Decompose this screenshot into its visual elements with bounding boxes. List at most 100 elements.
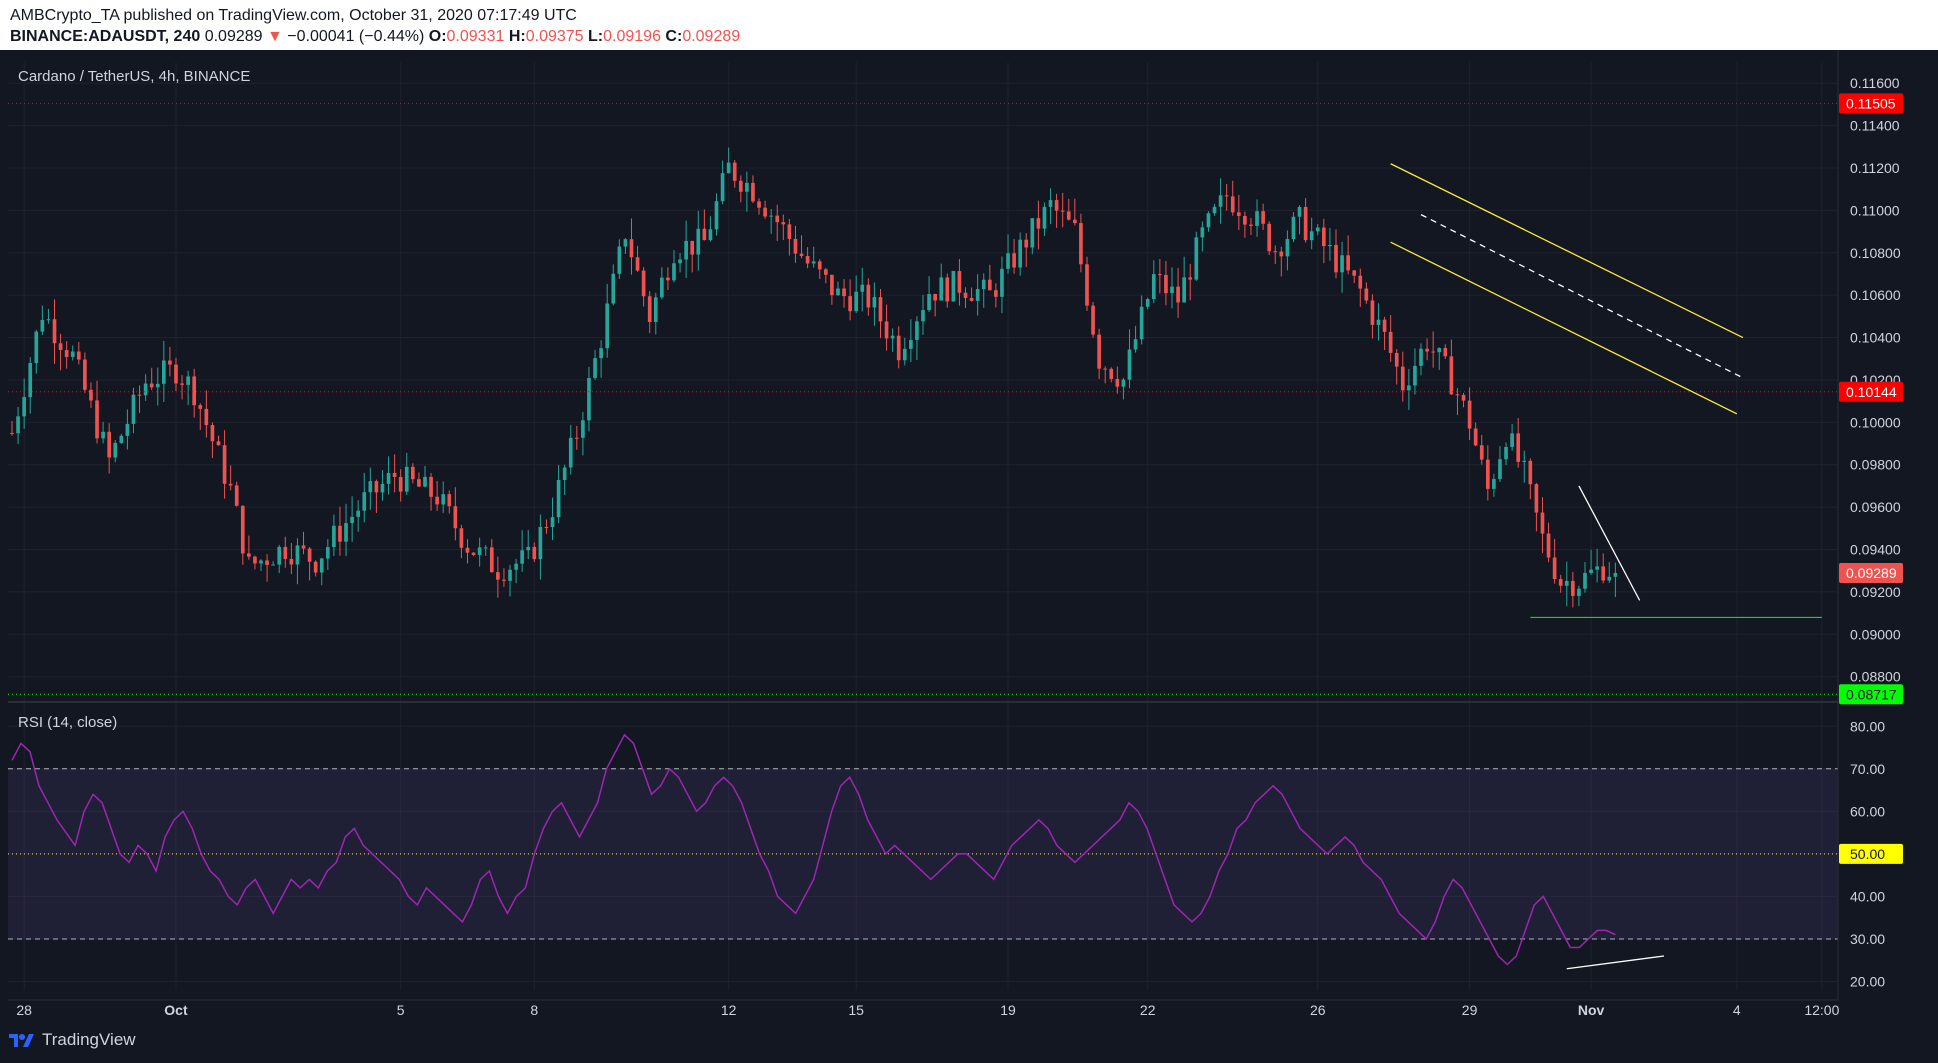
time-tick-label: 12 <box>721 1002 737 1018</box>
open-value: 0.09331 <box>446 28 505 45</box>
rsi-line <box>11 733 1616 966</box>
candle-body <box>253 556 257 564</box>
candle-body <box>1564 580 1569 586</box>
candle-body <box>836 288 840 296</box>
candle-body <box>277 546 282 565</box>
candle-body <box>125 423 130 436</box>
last-price: 0.09289 <box>204 28 263 45</box>
candle-body <box>283 546 288 559</box>
candle-body <box>1437 348 1442 353</box>
price-label-box <box>1839 93 1903 114</box>
candle-body <box>690 240 695 255</box>
candle-body <box>107 431 112 458</box>
candle-body <box>1449 356 1454 395</box>
candle-body <box>435 496 439 505</box>
chart-canvas[interactable]: 0.11600 0.11400 0.11200 0.11000 0.10800 0.106… <box>0 0 1938 1024</box>
candle-body <box>745 182 749 192</box>
candle-body <box>1419 348 1423 366</box>
candle-body <box>1024 239 1029 248</box>
candle-body <box>817 261 822 270</box>
candle-body <box>811 261 816 264</box>
candle-body <box>392 472 397 477</box>
candle-body <box>1291 216 1296 240</box>
time-tick-label: Nov <box>1578 1002 1605 1018</box>
rsi-tick-label: 80.00 <box>1850 718 1885 734</box>
candle-body <box>933 293 937 301</box>
candle-body <box>568 437 573 468</box>
candle-body <box>447 494 452 507</box>
candle-body <box>113 442 118 458</box>
candle-body <box>1188 277 1193 280</box>
candle-body <box>1498 459 1502 479</box>
candle-body <box>362 492 367 511</box>
candle-body <box>878 297 883 322</box>
candle-body <box>58 343 63 351</box>
candle-body <box>1060 210 1065 212</box>
candle-body <box>635 257 640 271</box>
tradingview-logo[interactable]: TradingView <box>8 1030 136 1050</box>
candle-body <box>1394 352 1399 367</box>
candle-body <box>599 348 603 359</box>
candle-body <box>1236 212 1241 216</box>
candle-body <box>1012 253 1016 268</box>
candle-body <box>1425 348 1429 352</box>
candle-body <box>1079 223 1083 265</box>
candle-body <box>574 437 579 439</box>
candle-body <box>1115 378 1120 387</box>
candle-body <box>119 435 124 443</box>
candle-body <box>781 222 786 225</box>
high-label: H: <box>508 28 526 45</box>
candle-body <box>1151 274 1156 300</box>
candle-body <box>174 364 178 384</box>
candle-body <box>1224 195 1229 197</box>
candle-body <box>1455 394 1460 396</box>
candle-body <box>1595 566 1599 570</box>
candle-body <box>404 466 409 492</box>
candle-body <box>921 310 925 322</box>
candle-body <box>593 358 597 379</box>
candle-body <box>896 335 901 361</box>
candle-body <box>1443 348 1448 357</box>
price-label-box <box>1839 563 1903 584</box>
candle-body <box>307 548 312 562</box>
candle-body <box>1358 275 1363 289</box>
candle-body <box>192 376 197 406</box>
price-label-text: 0.09289 <box>1846 565 1897 581</box>
candle-body <box>1322 227 1326 247</box>
axes-layer: 0.11600 0.11400 0.11200 0.11000 0.10800 0.106… <box>8 50 1938 1024</box>
candle-body <box>1528 460 1533 485</box>
candle-body <box>981 279 986 290</box>
price-label-box <box>1839 684 1903 705</box>
trend-line <box>1578 485 1641 601</box>
trend-line <box>1390 241 1738 415</box>
candle-body <box>969 297 974 301</box>
tradingview-logo-icon <box>9 1034 34 1047</box>
candle-body <box>46 319 51 321</box>
down-arrow-icon: ▼ <box>267 28 283 45</box>
candle-body <box>757 201 761 208</box>
candle-body <box>1461 394 1466 401</box>
rsi-tick-label: 20.00 <box>1850 973 1885 989</box>
candle-body <box>1571 580 1575 596</box>
candle-body <box>544 526 549 528</box>
candle-body <box>793 238 798 254</box>
candle-body <box>1158 274 1162 276</box>
candle-body <box>240 505 245 554</box>
candle-body <box>1109 368 1114 379</box>
candle-body <box>1303 206 1308 241</box>
candle-body <box>10 432 14 434</box>
candle-body <box>1589 569 1593 573</box>
candle-body <box>1285 239 1290 257</box>
candle-body <box>951 271 956 302</box>
price-tick-label: 0.09800 <box>1850 457 1901 473</box>
candle-body <box>289 558 294 565</box>
candle-body <box>1121 379 1126 387</box>
candle-body <box>860 284 865 292</box>
candle-body <box>726 162 731 174</box>
footer <box>0 1024 1938 1063</box>
candle-body <box>890 335 895 339</box>
candle-body <box>350 516 354 524</box>
rsi-tick-label: 60.00 <box>1850 803 1885 819</box>
candle-body <box>301 545 306 549</box>
candle-body <box>702 228 707 241</box>
